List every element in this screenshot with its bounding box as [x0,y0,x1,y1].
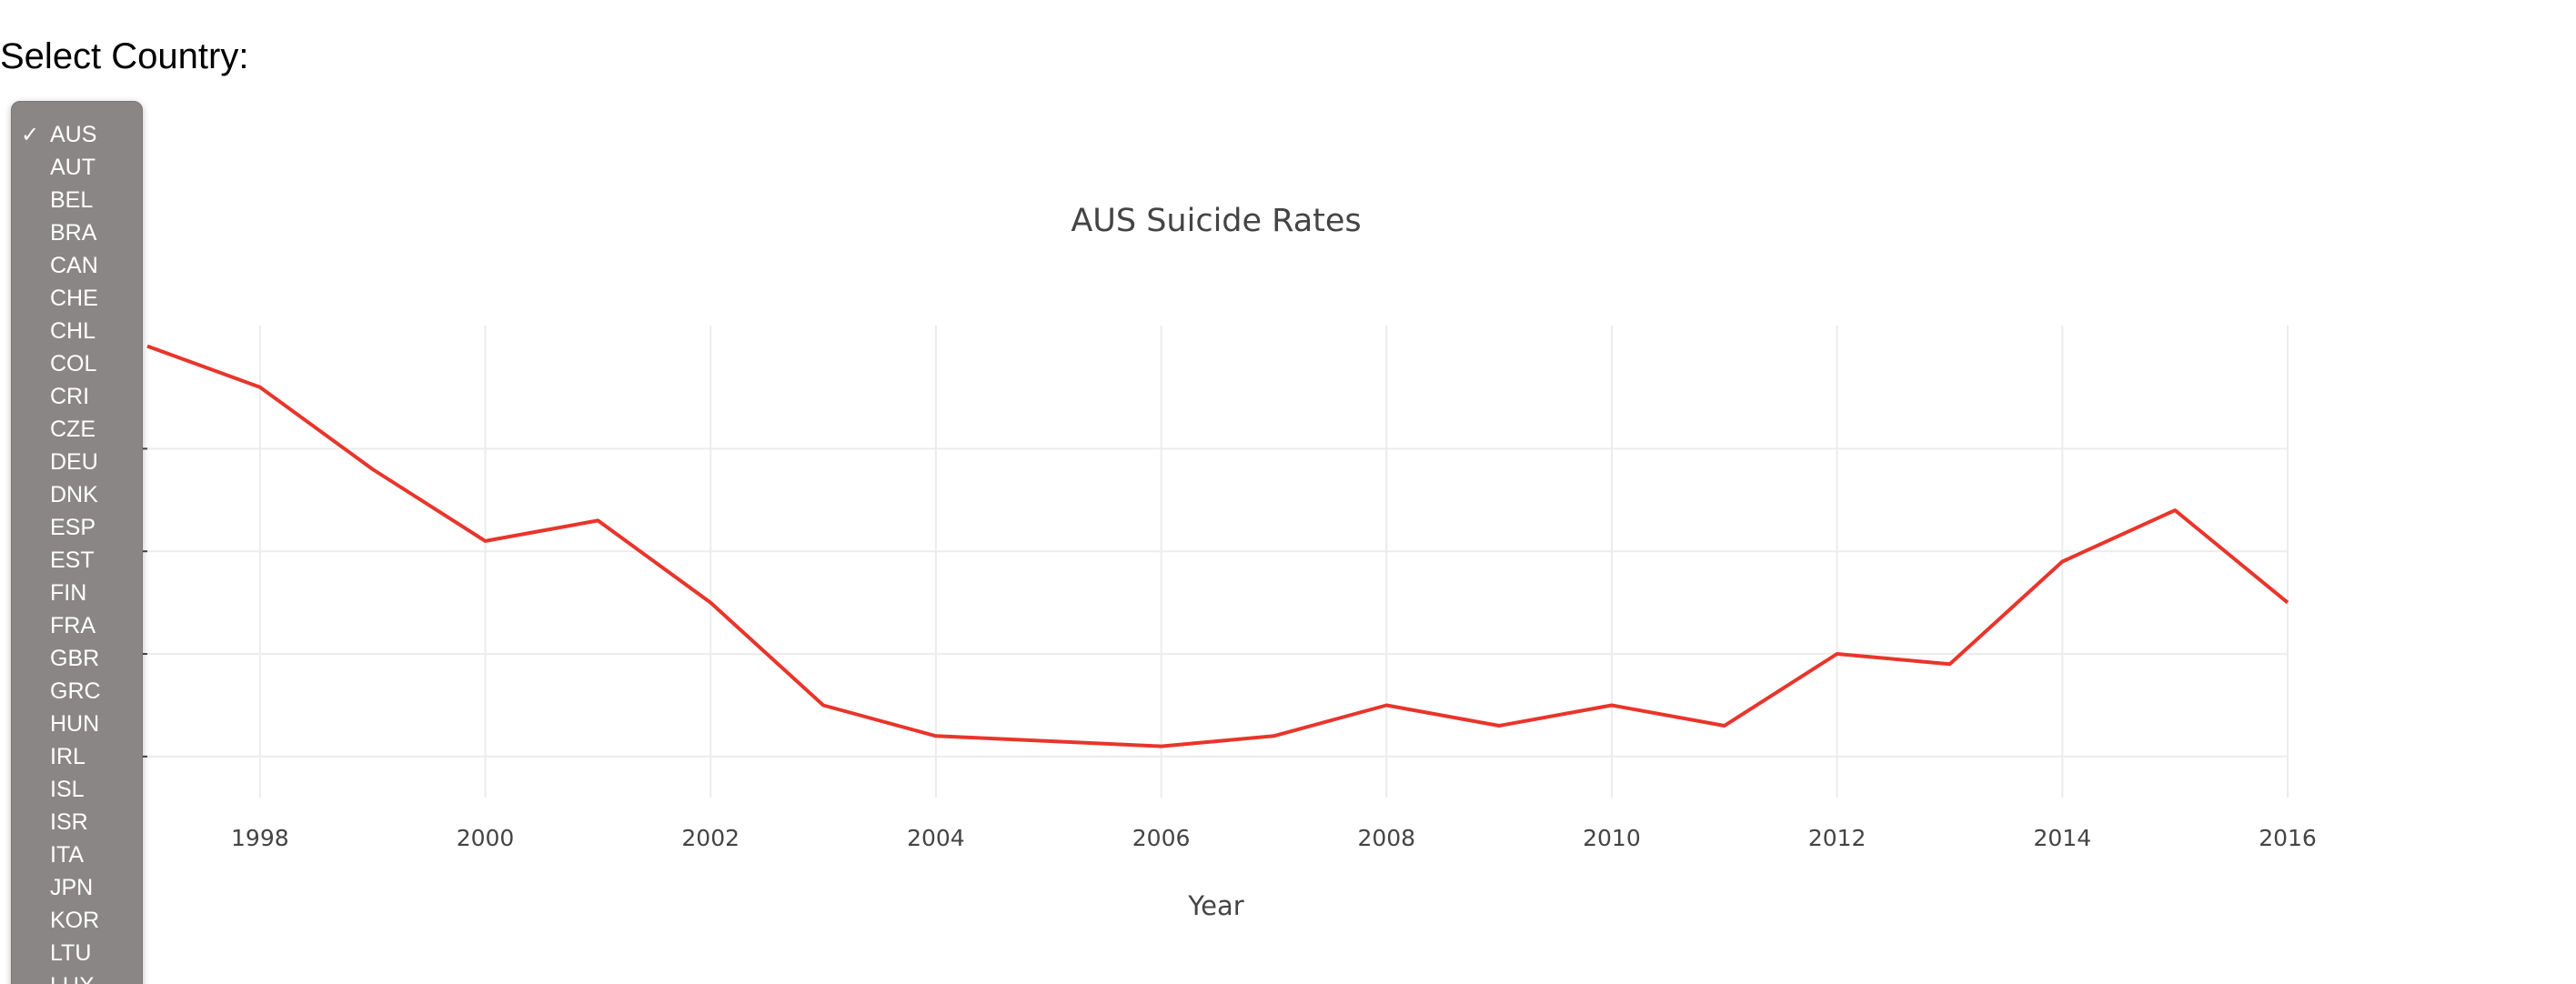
x-tick-label: 2000 [457,825,515,851]
dropdown-option-kor[interactable]: KOR [12,904,142,937]
dropdown-option-label: HUN [50,711,100,737]
dropdown-option-ltu[interactable]: LTU [12,937,142,969]
dropdown-option-label: BEL [50,187,94,213]
dropdown-option-label: GBR [50,646,100,671]
dropdown-option-label: ESP [50,515,96,540]
dropdown-option-label: DEU [50,449,98,475]
dropdown-option-label: CRI [50,384,90,409]
series-group [146,344,2289,748]
dropdown-option-dnk[interactable]: DNK [12,478,142,511]
dropdown-option-label: CHE [50,286,98,311]
dropdown-option-label: ISR [50,809,88,835]
dropdown-option-est[interactable]: EST [12,544,142,577]
dropdown-option-label: FIN [50,580,87,606]
dropdown-option-esp[interactable]: ESP [12,511,142,544]
dropdown-option-aus[interactable]: ✓ AUS [12,118,142,151]
dropdown-option-label: LTU [50,940,92,966]
dropdown-option-fra[interactable]: FRA [12,609,142,642]
dropdown-option-che[interactable]: CHE [12,282,142,315]
dropdown-option-grc[interactable]: GRC [12,675,142,708]
dropdown-option-label: KOR [50,908,100,933]
x-tick-label: 2016 [2259,825,2317,851]
dropdown-option-label: GRC [50,678,101,704]
x-tick-label: 2008 [1357,825,1415,851]
dropdown-option-label: DNK [50,482,98,507]
x-tick-label: 2006 [1132,825,1191,851]
dropdown-option-cri[interactable]: CRI [12,380,142,413]
x-tick-label: 1998 [231,825,289,851]
dropdown-option-label: ITA [50,842,85,868]
dropdown-option-label: BRA [50,220,97,246]
x-axis-title: Year [1187,890,1243,921]
dropdown-option-hun[interactable]: HUN [12,708,142,740]
x-tick-label: 2004 [907,825,965,851]
dropdown-option-label: IRL [50,744,86,769]
dropdown-option-chl[interactable]: CHL [12,315,142,347]
dropdown-option-isr[interactable]: ISR [12,806,142,838]
dropdown-option-jpn[interactable]: JPN [12,871,142,904]
checkmark-icon: ✓ [21,122,40,147]
dropdown-option-lux[interactable]: LUX [12,969,142,984]
dropdown-option-label: COL [50,351,97,377]
dropdown-option-can[interactable]: CAN [12,249,142,282]
dropdown-option-bel[interactable]: BEL [12,184,142,216]
y-gridlines [147,447,2288,758]
dropdown-option-label: AUS [50,122,97,147]
dropdown-option-col[interactable]: COL [12,347,142,380]
dropdown-option-label: EST [50,547,95,573]
dropdown-option-label: CZE [50,417,96,442]
dropdown-option-aut[interactable]: AUT [12,151,142,184]
select-country-label: Select Country: [0,36,249,76]
dropdown-option-isl[interactable]: ISL [12,773,142,806]
dropdown-option-label: CHL [50,318,96,344]
chart-title: AUS Suicide Rates [1071,203,1361,239]
x-tick-label: 2014 [2034,825,2092,851]
dropdown-option-irl[interactable]: IRL [12,740,142,773]
dropdown-option-deu[interactable]: DEU [12,446,142,478]
x-tick-label: 2012 [1808,825,1867,851]
x-tick-labels: 1998 2000 2002 2004 2006 2008 2010 2012 2014 2016 [231,825,2317,851]
dropdown-option-fin[interactable]: FIN [12,577,142,609]
dropdown-option-label: CAN [50,253,98,278]
x-gridlines [258,326,2289,798]
dropdown-option-label: JPN [50,875,94,900]
dropdown-option-label: AUT [50,155,96,180]
dropdown-option-bra[interactable]: BRA [12,216,142,249]
dropdown-option-ita[interactable]: ITA [12,838,142,871]
dropdown-option-gbr[interactable]: GBR [12,642,142,675]
dropdown-option-label: ISL [50,777,85,802]
dropdown-option-cze[interactable]: CZE [12,413,142,446]
x-tick-label: 2002 [681,825,740,851]
dropdown-option-label: LUX [50,969,95,984]
series-line [146,344,2289,748]
dropdown-option-label: FRA [50,613,96,638]
x-tick-label: 2010 [1583,825,1641,851]
country-dropdown-menu[interactable]: ✓ AUS AUT BEL BRA CAN CHE CHL COL CRI CZE DEU DNK ESP… [11,101,143,984]
